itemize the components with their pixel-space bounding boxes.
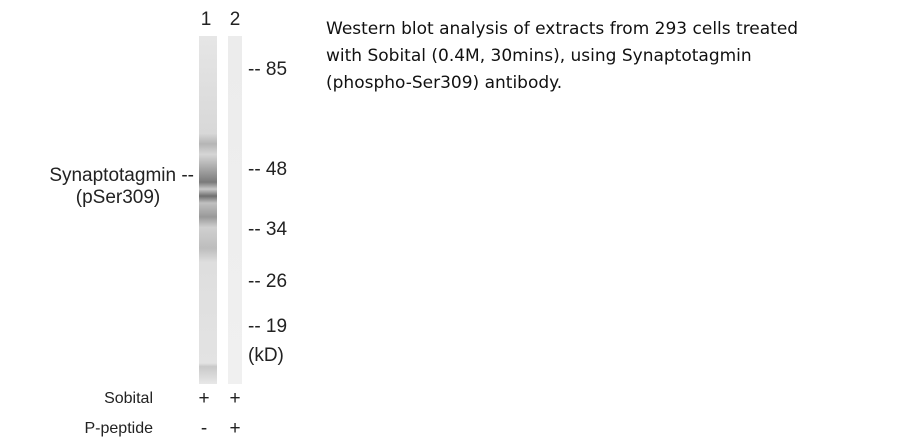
lane-label: 2 xyxy=(230,9,241,30)
treatment-name: P-peptide xyxy=(85,420,154,437)
caption-line: (phospho-Ser309) antibody. xyxy=(326,73,562,93)
target-label: Synaptotagmin -- xyxy=(49,165,194,186)
treatment-sign: + xyxy=(229,388,240,409)
treatment-sign: + xyxy=(198,388,209,409)
lane-2-blot xyxy=(228,36,242,384)
marker: -- 48 xyxy=(248,159,287,180)
lane-1-blot xyxy=(199,36,217,384)
marker: -- 19 xyxy=(248,316,287,337)
caption-line: with Sobital (0.4M, 30mins), using Synap… xyxy=(326,46,752,66)
caption-line: Western blot analysis of extracts from 2… xyxy=(326,19,798,39)
marker: (kD) xyxy=(248,345,284,366)
marker: -- 34 xyxy=(248,219,288,240)
treatment-name: Sobital xyxy=(104,390,153,407)
figure: 1 2 -- 85 -- 48 -- 34 -- 26 -- 19 (kD) S… xyxy=(0,0,917,438)
marker: -- 85 xyxy=(248,59,287,80)
treatment-sign: + xyxy=(229,418,240,438)
lane-label: 1 xyxy=(201,9,212,30)
treatment-sign: - xyxy=(201,418,207,438)
marker: -- 26 xyxy=(248,271,287,292)
target-label: (pSer309) xyxy=(76,187,161,208)
